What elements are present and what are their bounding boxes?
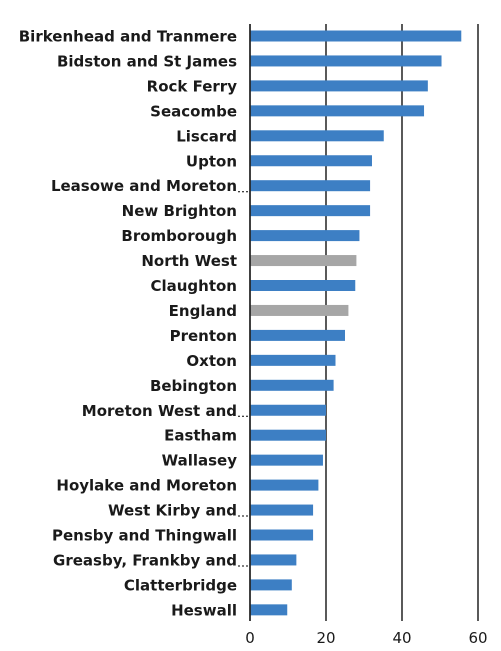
x-tick-label-40: 40 [392, 629, 411, 647]
category-label-pensby-and-thingwall: Pensby and Thingwall [52, 527, 237, 545]
bar-upton [250, 155, 372, 167]
bar-leasowe-and-moreton [250, 180, 371, 192]
bar-seacombe [250, 105, 425, 117]
category-label-rock-ferry: Rock Ferry [147, 77, 238, 95]
category-label-wallasey: Wallasey [162, 452, 238, 470]
category-label-bidston-and-st-james: Bidston and St James [57, 52, 237, 70]
bar-birkenhead-and-tranmere [250, 30, 462, 42]
category-label-new-brighton: New Brighton [122, 202, 237, 220]
category-label-oxton: Oxton [186, 352, 237, 370]
category-label-north-west: North West [141, 252, 237, 270]
bar-eastham [250, 429, 326, 441]
category-label-england: England [169, 302, 237, 320]
category-label-prenton: Prenton [170, 327, 237, 345]
category-label-upton: Upton [186, 152, 237, 170]
bar-greasby-frankby-and [250, 554, 297, 566]
category-label-eastham: Eastham [164, 427, 237, 445]
bar-claughton [250, 280, 356, 291]
x-tick-label-20: 20 [316, 629, 335, 647]
gridlines [325, 24, 479, 621]
bar-north-west [250, 255, 357, 267]
category-label-liscard: Liscard [176, 127, 237, 145]
bar-bromborough [250, 230, 360, 242]
category-label-bebington: Bebington [150, 377, 237, 395]
category-label-hoylake-and-moreton: Hoylake and Moreton [56, 477, 237, 495]
bar-clatterbridge [250, 579, 292, 591]
category-label-heswall: Heswall [171, 601, 237, 619]
bar-west-kirby-and [250, 504, 314, 516]
category-label-bromborough: Bromborough [121, 227, 237, 245]
bars [250, 30, 462, 616]
x-tick-label-0: 0 [245, 629, 255, 647]
bar-bidston-and-st-james [250, 55, 442, 67]
x-tick-label-60: 60 [468, 629, 487, 647]
truncation-marks [238, 191, 249, 567]
category-labels: Birkenhead and Tranmere Bidston and St Ja… [19, 28, 237, 620]
bar-oxton [250, 354, 336, 366]
category-label-claughton: Claughton [150, 277, 237, 295]
x-tick-labels: 0 20 40 60 [245, 629, 487, 647]
category-label-seacombe: Seacombe [150, 102, 237, 120]
bar-new-brighton [250, 205, 371, 217]
bar-pensby-and-thingwall [250, 529, 314, 541]
category-label-birkenhead-and-tranmere: Birkenhead and Tranmere [19, 28, 237, 46]
bar-rock-ferry [250, 80, 428, 92]
category-label-moreton-west-and: Moreton West and [82, 402, 237, 420]
bar-heswall [250, 604, 288, 616]
category-label-west-kirby-and: West Kirby and [108, 502, 237, 520]
bar-england [250, 304, 349, 316]
category-label-greasby-frankby-and: Greasby, Frankby and [53, 551, 237, 569]
bar-hoylake-and-moreton [250, 479, 319, 491]
bar-moreton-west-and [250, 404, 326, 416]
bar-wallasey [250, 454, 323, 466]
category-label-clatterbridge: Clatterbridge [124, 576, 237, 594]
category-label-leasowe-and-moreton: Leasowe and Moreton [51, 177, 237, 195]
bar-bebington [250, 379, 334, 391]
bar-prenton [250, 329, 345, 341]
bar-liscard [250, 130, 384, 142]
